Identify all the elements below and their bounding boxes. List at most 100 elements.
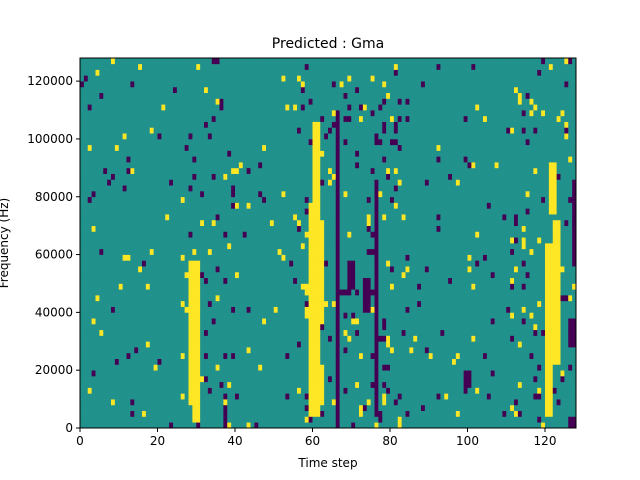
heatmap-cell bbox=[215, 381, 220, 388]
heatmap-cell bbox=[192, 81, 197, 88]
heatmap-cell bbox=[161, 283, 166, 290]
heatmap-cell bbox=[378, 312, 383, 319]
heatmap-cell bbox=[83, 260, 89, 267]
heatmap-cell bbox=[242, 225, 247, 232]
heatmap-cell bbox=[219, 156, 224, 163]
heatmap-cell bbox=[219, 404, 224, 412]
heatmap-cell bbox=[188, 167, 193, 174]
heatmap-cell bbox=[374, 422, 379, 429]
heatmap-cell bbox=[204, 81, 209, 88]
heatmap-cell bbox=[378, 167, 383, 174]
heatmap-cell bbox=[335, 318, 340, 325]
heatmap-cell bbox=[184, 144, 189, 151]
heatmap-cell bbox=[219, 335, 224, 342]
heatmap-cell bbox=[215, 266, 220, 273]
heatmap-cell bbox=[138, 404, 143, 412]
heatmap-cell bbox=[204, 150, 209, 157]
heatmap-cell bbox=[277, 208, 282, 215]
heatmap-cell bbox=[300, 179, 306, 186]
heatmap-cell bbox=[149, 225, 154, 232]
heatmap-cell bbox=[366, 370, 371, 377]
heatmap-cell bbox=[378, 214, 383, 221]
heatmap-cell bbox=[176, 98, 182, 105]
heatmap-cell bbox=[80, 150, 85, 157]
heatmap-cell bbox=[316, 364, 321, 371]
heatmap-cell bbox=[188, 237, 193, 244]
heatmap-cell bbox=[231, 323, 236, 331]
heatmap-cell bbox=[269, 323, 275, 331]
heatmap-cell bbox=[114, 283, 120, 290]
heatmap-cell bbox=[266, 138, 271, 146]
heatmap-cell bbox=[138, 318, 143, 325]
heatmap-cell bbox=[130, 271, 135, 279]
heatmap-cell bbox=[266, 75, 271, 82]
heatmap-cell bbox=[83, 248, 89, 255]
heatmap-cell bbox=[114, 416, 120, 423]
heatmap-cell bbox=[134, 393, 139, 400]
heatmap-cell bbox=[331, 375, 337, 383]
heatmap-cell bbox=[227, 58, 232, 65]
heatmap-cell bbox=[142, 173, 147, 180]
heatmap-cell bbox=[134, 69, 139, 76]
heatmap-cell bbox=[118, 237, 123, 244]
heatmap-cell bbox=[219, 370, 224, 377]
heatmap-cell bbox=[95, 92, 100, 99]
heatmap-cell bbox=[165, 138, 170, 146]
heatmap-cell bbox=[118, 277, 123, 284]
heatmap-cell bbox=[304, 300, 309, 307]
heatmap-cell bbox=[335, 185, 340, 192]
heatmap-cell bbox=[80, 185, 85, 192]
heatmap-cell bbox=[87, 121, 92, 128]
heatmap-cell bbox=[328, 162, 333, 169]
heatmap-cell bbox=[176, 219, 182, 227]
heatmap-cell bbox=[281, 58, 286, 65]
heatmap-cell bbox=[87, 358, 92, 365]
heatmap-cell bbox=[219, 399, 224, 406]
heatmap-cell bbox=[273, 271, 278, 279]
heatmap-cell bbox=[304, 352, 309, 359]
heatmap-cell bbox=[320, 300, 325, 307]
heatmap-cell bbox=[258, 347, 263, 354]
heatmap-cell bbox=[157, 208, 162, 215]
heatmap-cell bbox=[258, 329, 263, 336]
heatmap-cell bbox=[254, 323, 259, 331]
heatmap-cell bbox=[192, 404, 197, 412]
heatmap-cell bbox=[343, 248, 348, 255]
heatmap-cell bbox=[370, 190, 375, 198]
heatmap-cell bbox=[246, 341, 251, 348]
heatmap-cell bbox=[138, 115, 143, 122]
heatmap-cell bbox=[211, 190, 216, 198]
heatmap-cell bbox=[142, 156, 147, 163]
heatmap-cell bbox=[223, 219, 228, 227]
heatmap-cell bbox=[293, 364, 298, 371]
heatmap-cell bbox=[355, 364, 360, 371]
heatmap-cell bbox=[118, 243, 123, 250]
heatmap-cell bbox=[269, 231, 275, 238]
heatmap-cell bbox=[238, 225, 244, 232]
heatmap-cell bbox=[111, 422, 116, 429]
heatmap-cell bbox=[289, 231, 294, 238]
heatmap-cell bbox=[103, 335, 108, 342]
heatmap-cell bbox=[142, 121, 147, 128]
heatmap-cell bbox=[300, 219, 306, 227]
heatmap-cell bbox=[130, 115, 135, 122]
heatmap-cell bbox=[103, 144, 108, 151]
heatmap-cell bbox=[91, 104, 96, 111]
heatmap-cell bbox=[200, 202, 205, 209]
heatmap-cell bbox=[122, 237, 127, 244]
heatmap-cell bbox=[165, 266, 170, 273]
heatmap-cell bbox=[80, 138, 85, 146]
heatmap-cell bbox=[328, 243, 333, 250]
heatmap-cell bbox=[211, 75, 216, 82]
heatmap-cell bbox=[83, 341, 89, 348]
heatmap-cell bbox=[219, 422, 224, 429]
heatmap-cell bbox=[370, 358, 375, 365]
heatmap-cell bbox=[134, 225, 139, 232]
heatmap-cell bbox=[359, 387, 364, 394]
heatmap-cell bbox=[289, 202, 294, 209]
heatmap-cell bbox=[165, 214, 170, 221]
heatmap-cell bbox=[165, 352, 170, 359]
heatmap-cell bbox=[242, 69, 247, 76]
heatmap-cell bbox=[180, 404, 185, 412]
heatmap-cell bbox=[351, 225, 356, 232]
